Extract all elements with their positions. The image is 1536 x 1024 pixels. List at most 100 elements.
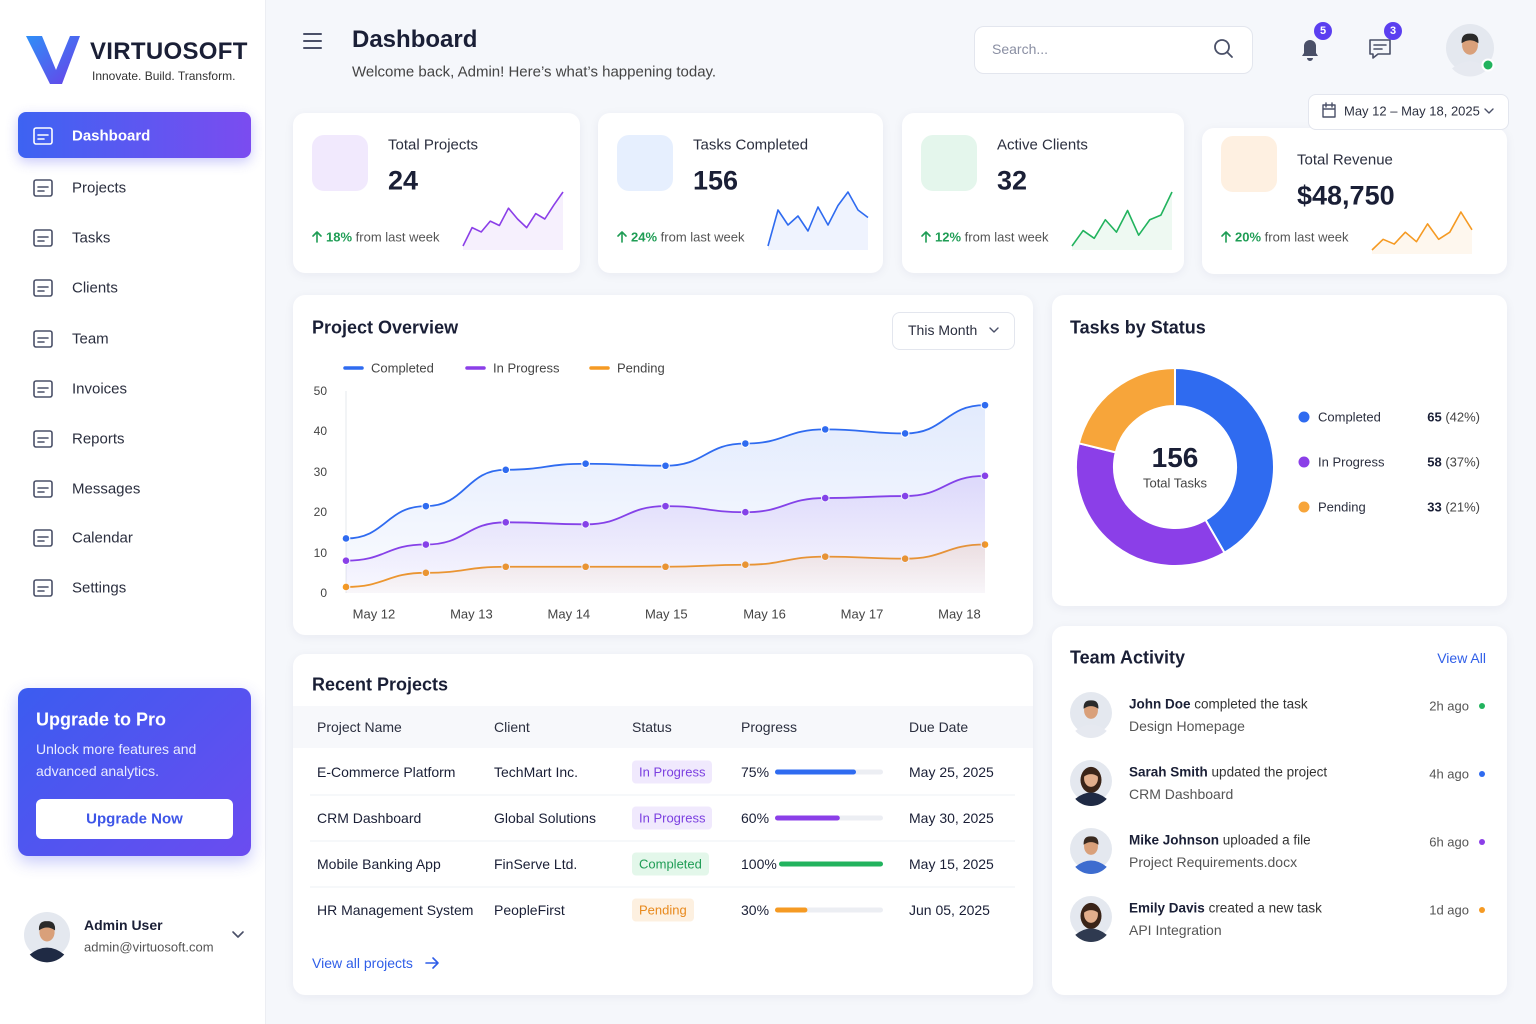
stat-icon-box (1221, 136, 1277, 192)
stat-label: Active Clients (997, 136, 1088, 154)
cell-due: May 25, 2025 (909, 764, 994, 780)
nav-item[interactable]: Reports (72, 430, 125, 448)
activity-target: Design Homepage (1129, 718, 1245, 734)
legend-count: 58 (1427, 454, 1442, 470)
stat-change-value: 24% (631, 229, 658, 245)
activity-line: Mike Johnson uploaded a file (1129, 833, 1311, 848)
activity-line: John Doe completed the task (1129, 697, 1308, 712)
page-subtitle: Welcome back, Admin! Here’s what’s happe… (352, 63, 717, 81)
bell-icon (1302, 40, 1318, 61)
x-tick-label: May 17 (840, 606, 884, 622)
upgrade-title: Upgrade to Pro (36, 709, 167, 730)
date-pill[interactable] (1308, 94, 1509, 130)
badge-count[interactable]: 5 (1319, 25, 1327, 37)
filter-label[interactable]: This Month (908, 322, 978, 338)
stat-value: 32 (997, 165, 1028, 196)
legend-value: 33 (21%) (1427, 500, 1480, 515)
menu-icon (303, 33, 322, 49)
activity-action: uploaded a file (1222, 832, 1311, 848)
legend-label: Completed (1318, 409, 1381, 425)
legend-count: 33 (1427, 499, 1442, 515)
legend-label: Pending (617, 360, 665, 376)
view-all-link[interactable]: View All (1437, 650, 1486, 666)
legend-label: In Progress (493, 360, 560, 376)
nav-item[interactable]: Dashboard (72, 127, 151, 145)
nav-item[interactable]: Calendar (72, 529, 133, 547)
search-box[interactable] (974, 26, 1253, 74)
nav-item[interactable]: Projects (72, 179, 127, 197)
stat-change-text: from last week (964, 229, 1049, 245)
activity-action: updated the project (1211, 764, 1328, 780)
stat-icon-box (617, 135, 673, 191)
cell-due: Jun 05, 2025 (909, 902, 990, 918)
stat-label: Total Projects (388, 136, 479, 154)
view-all-link[interactable]: View all projects (312, 955, 413, 971)
legend-value: 65 (42%) (1427, 410, 1480, 425)
activity-time: 1d ago (1429, 902, 1469, 918)
upgrade-button[interactable] (36, 799, 233, 839)
date-range[interactable]: May 12 – May 18, 2025 (1344, 103, 1480, 119)
stat-label: Tasks Completed (693, 136, 809, 154)
nav-item[interactable]: Messages (72, 480, 141, 498)
activity-action: completed the task (1194, 696, 1308, 712)
activity-panel (1052, 626, 1507, 995)
activity-action: created a new task (1208, 900, 1322, 916)
avatar (1446, 24, 1494, 72)
x-tick-label: May 12 (352, 606, 396, 622)
progress-label: 100% (741, 856, 777, 872)
cell-name: E-Commerce Platform (317, 764, 456, 780)
activity-target: CRM Dashboard (1129, 786, 1234, 802)
legend-label: Pending (1318, 499, 1366, 515)
stat-value: $48,750 (1297, 180, 1395, 211)
nav-active[interactable] (18, 112, 251, 158)
nav-item[interactable]: Tasks (72, 229, 111, 247)
column-header: Status (632, 719, 672, 735)
activity-time: 6h ago (1429, 834, 1469, 850)
stat-change-text: from last week (660, 229, 745, 245)
avatar-hair (1461, 33, 1479, 44)
avatar-face (1462, 35, 1478, 55)
nav-item[interactable]: Team (72, 330, 109, 348)
column-header: Project Name (317, 719, 402, 735)
activity-target: API Integration (1129, 922, 1222, 938)
user-email: admin@virtuosoft.com (84, 939, 214, 955)
badge-count[interactable]: 3 (1389, 25, 1397, 37)
nav-item[interactable]: Settings (72, 579, 127, 597)
message-icon (1369, 39, 1391, 59)
cell-due: May 30, 2025 (909, 810, 994, 826)
activity-target: Project Requirements.docx (1129, 854, 1298, 870)
nav-item[interactable]: Clients (72, 279, 118, 297)
status-panel (1052, 295, 1507, 606)
nav-item[interactable]: Invoices (72, 380, 128, 398)
avatar-body (1452, 61, 1488, 77)
activity-line: Emily Davis created a new task (1129, 901, 1322, 916)
stat-change-value: 12% (935, 229, 962, 245)
cell-client: TechMart Inc. (494, 764, 579, 780)
x-tick-label: May 18 (938, 606, 981, 622)
search-placeholder[interactable]: Search... (992, 41, 1049, 57)
y-tick-label: 0 (320, 586, 327, 600)
activity-name: Sarah Smith (1129, 764, 1208, 780)
column-header: Progress (741, 719, 798, 735)
upgrade-button-label[interactable]: Upgrade Now (86, 810, 183, 828)
cell-name: CRM Dashboard (317, 810, 422, 826)
filter-dropdown[interactable] (892, 312, 1015, 350)
x-tick-label: May 13 (450, 606, 493, 622)
cell-client: FinServe Ltd. (494, 856, 578, 872)
y-tick-label: 10 (313, 545, 327, 560)
stat-value: 24 (388, 165, 419, 196)
upgrade-text: Unlock more features and (36, 741, 197, 757)
y-tick-label: 40 (313, 424, 327, 439)
y-tick-label: 20 (313, 505, 327, 520)
column-header: Client (494, 719, 530, 735)
stat-change-text: from last week (355, 229, 440, 245)
legend-percent: (37%) (1445, 454, 1480, 470)
stat-change: 24% from last week (631, 230, 744, 245)
stat-value: 156 (693, 165, 739, 196)
activity-name: Mike Johnson (1129, 832, 1220, 848)
brand-name: VIRTUOSOFT (90, 38, 248, 65)
activity-time: 4h ago (1429, 766, 1469, 782)
y-tick-label: 50 (313, 384, 327, 398)
x-tick-label: May 14 (547, 606, 591, 622)
